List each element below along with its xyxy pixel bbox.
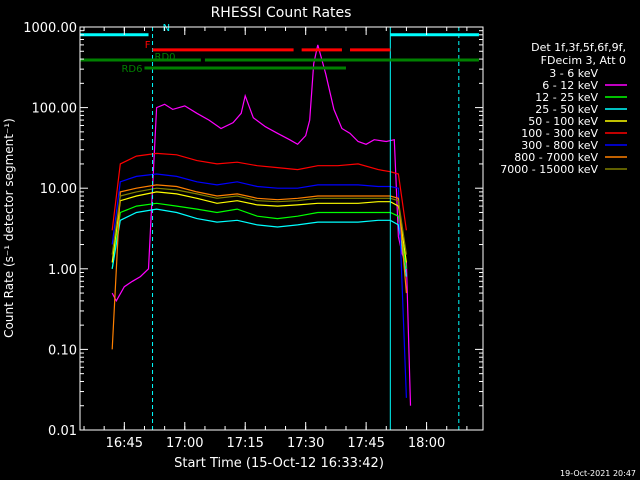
x-tick-label-3: 17:15 xyxy=(226,436,263,451)
plot-area: N F RD0 RD6 0.01 0.10 1.00 10.00 100.00 1000.00 16… xyxy=(23,21,484,451)
legend-label-5: 50 - 100 keV xyxy=(528,115,598,128)
legend-label-6: 100 - 300 keV xyxy=(521,127,598,140)
state-label-n: N xyxy=(163,23,170,34)
state-label-f: F xyxy=(145,40,151,51)
legend-label-1: 3 - 6 keV xyxy=(549,67,598,80)
legend: Det 1f,3f,5f,6f,9f, FDecim 3, Att 0 3 - … xyxy=(500,41,627,176)
state-label-rd6: RD6 xyxy=(121,64,142,75)
series-line-5 xyxy=(111,191,407,263)
legend-label-9: 7000 - 15000 keV xyxy=(500,163,598,176)
y-tick-label-4: 10.00 xyxy=(40,182,77,197)
series-line-7 xyxy=(111,173,407,398)
state-label-rd0: RD0 xyxy=(155,52,176,63)
y-tick-label-3: 1.00 xyxy=(48,263,77,278)
y-tick-label-6: 1000.00 xyxy=(23,21,77,36)
series-line-8 xyxy=(111,184,407,350)
legend-label-3: 12 - 25 keV xyxy=(535,91,598,104)
y-axis-label: Count Rate (s⁻¹ detector segment⁻¹) xyxy=(2,118,16,338)
series-line-9 xyxy=(111,187,407,255)
x-tick-label-2: 17:00 xyxy=(166,436,203,451)
x-tick-label-5: 17:45 xyxy=(347,436,384,451)
x-axis-label: Start Time (15-Oct-12 16:33:42) xyxy=(174,456,384,471)
legend-label-4: 25 - 50 keV xyxy=(535,103,598,116)
x-tick-label-1: 16:45 xyxy=(106,436,143,451)
y-tick-label-5: 100.00 xyxy=(32,102,78,117)
series-line-6 xyxy=(111,152,407,231)
footer-timestamp: 19-Oct-2021 20:47 xyxy=(560,469,636,478)
axes-frame xyxy=(79,26,484,431)
y-tick-label-1: 0.01 xyxy=(48,424,77,439)
x-tick-label-6: 18:00 xyxy=(408,436,445,451)
legend-label-2: 6 - 12 keV xyxy=(542,79,598,92)
y-tick-label-2: 0.10 xyxy=(48,343,77,358)
series-line-3 xyxy=(111,202,407,269)
series-line-4 xyxy=(111,208,407,277)
chart-title: RHESSI Count Rates xyxy=(211,5,352,21)
legend-label-7: 300 - 800 keV xyxy=(521,139,598,152)
legend-label-8: 800 - 7000 keV xyxy=(514,151,598,164)
legend-header-line-2: FDecim 3, Att 0 xyxy=(541,54,626,67)
legend-header-line-1: Det 1f,3f,5f,6f,9f, xyxy=(531,41,626,54)
series-line-2 xyxy=(111,44,412,406)
x-tick-label-4: 17:30 xyxy=(287,436,324,451)
series-line-1 xyxy=(111,56,412,269)
